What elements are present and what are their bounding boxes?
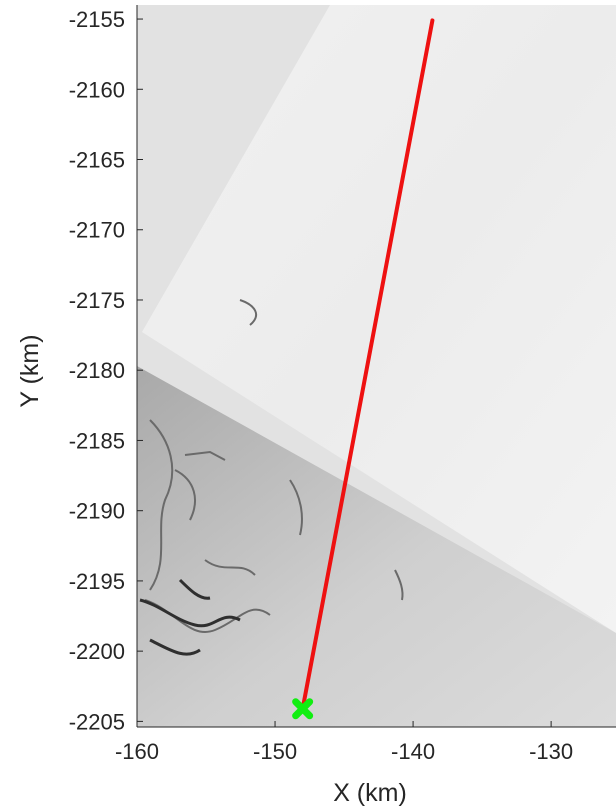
y-tick-label: -2155 (69, 7, 125, 32)
x-tick-label: -160 (115, 739, 159, 764)
background-imagery (137, 5, 616, 727)
y-tick-label: -2180 (69, 358, 125, 383)
y-tick-label: -2165 (69, 148, 125, 173)
imagery-dark-swath (137, 366, 616, 727)
y-tick-label: -2170 (69, 218, 125, 243)
y-tick-label: -2160 (69, 77, 125, 102)
y-tick-label: -2185 (69, 428, 125, 453)
y-ticks: -2205 -2200 -2195 -2190 -2185 -2180 -2175 -2170… (69, 7, 143, 734)
scatter-point-stroke (292, 698, 314, 720)
y-tick-label: -2200 (69, 639, 125, 664)
y-tick-label: -2205 (69, 709, 125, 734)
series-layer (292, 18, 435, 720)
x-tick-label: -150 (253, 739, 297, 764)
scatter-point (292, 698, 314, 720)
y-axis-label: Y (km) (16, 334, 44, 407)
series-line (300, 18, 435, 711)
axes (136, 5, 616, 728)
x-axis-label: X (km) (333, 779, 407, 807)
x-tick-label: -130 (529, 739, 573, 764)
y-tick-label: -2190 (69, 499, 125, 524)
x-tick-label: -140 (391, 739, 435, 764)
y-tick-label: -2195 (69, 569, 125, 594)
imagery-bright-swath (142, 5, 616, 633)
x-ticks: -160 -150 -140 -130 (115, 721, 573, 764)
dark-ice-features (139, 578, 241, 656)
y-tick-label: -2175 (69, 288, 125, 313)
ice-features (144, 299, 404, 633)
